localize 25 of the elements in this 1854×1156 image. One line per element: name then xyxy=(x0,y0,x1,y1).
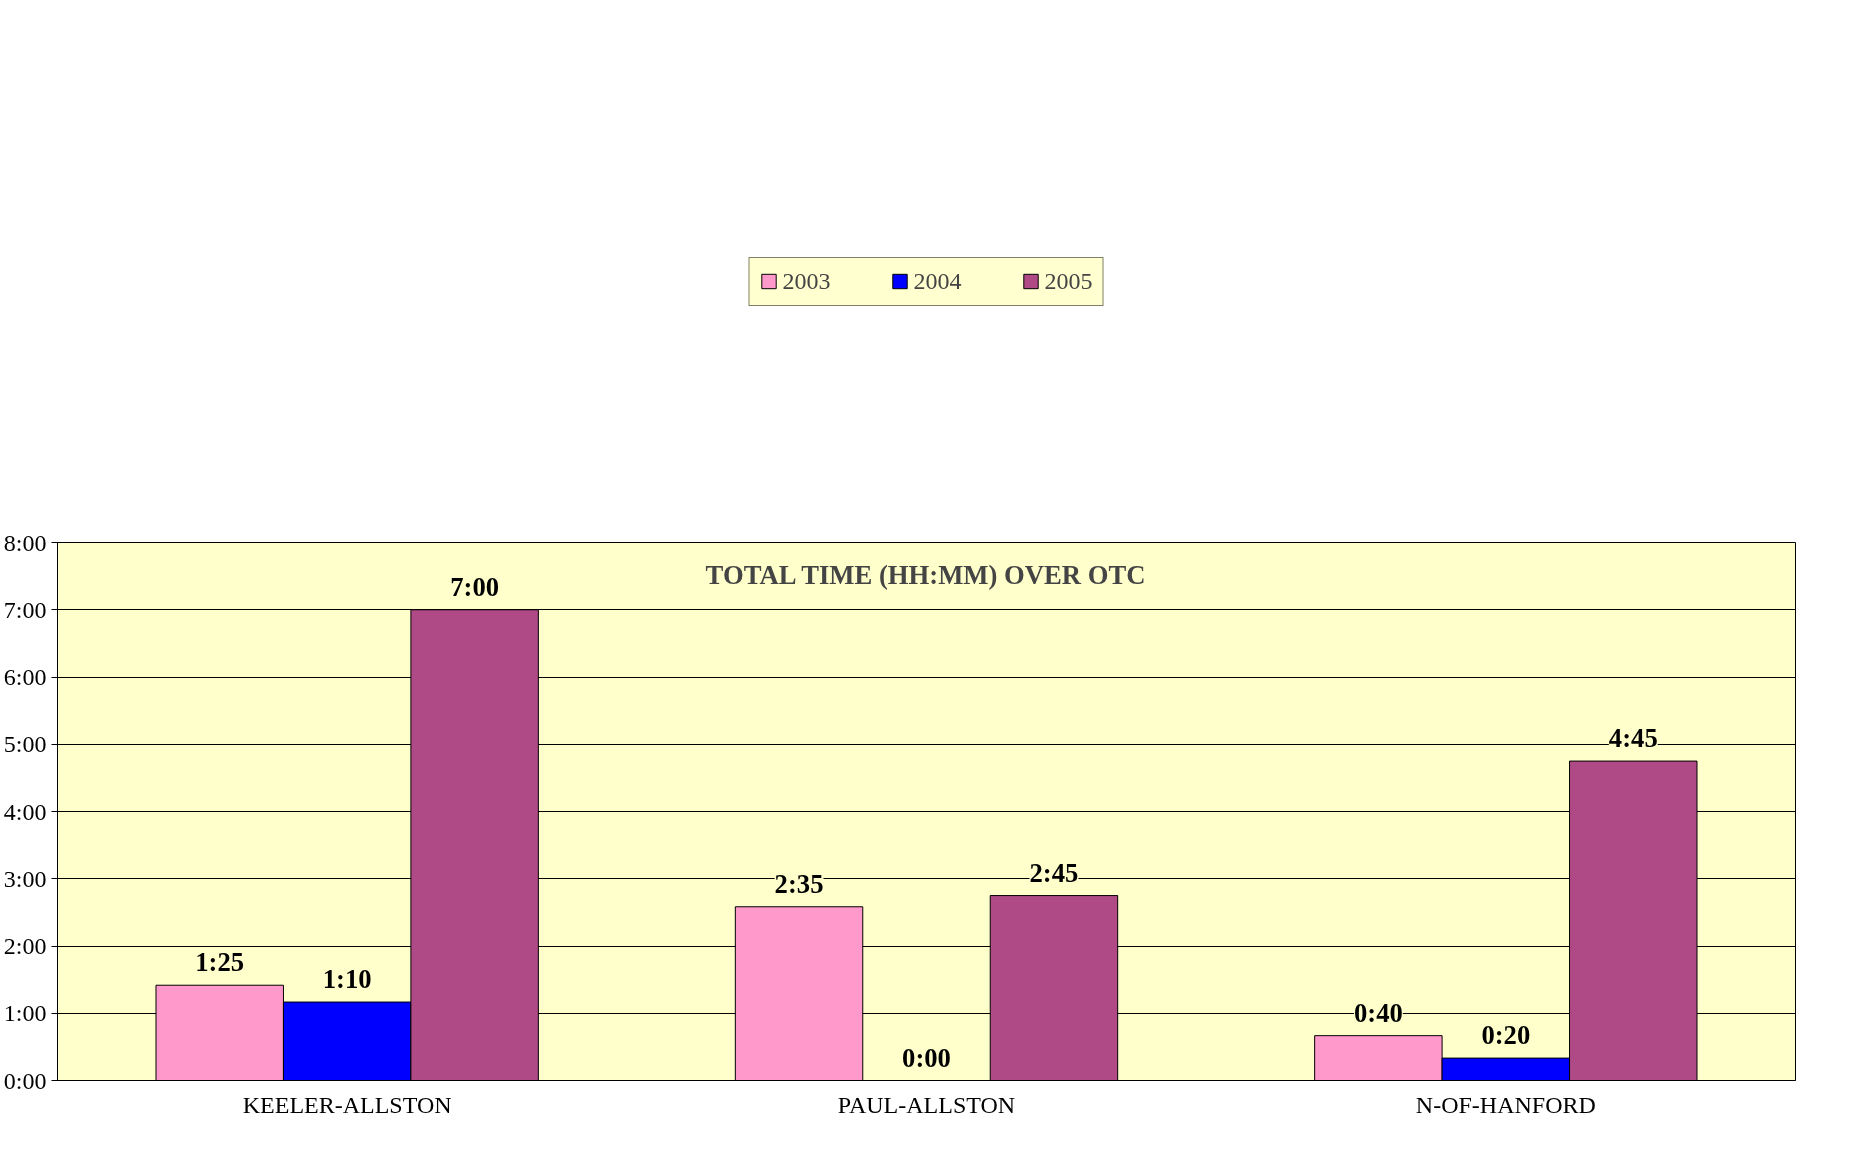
x-tick-label: PAUL-ALLSTON xyxy=(837,1091,1016,1118)
data-label: 1:10 xyxy=(322,964,372,995)
legend-label: 2005 xyxy=(1044,267,1093,295)
data-label: 1:25 xyxy=(195,947,245,978)
legend-label: 2004 xyxy=(913,267,962,295)
data-label: 2:35 xyxy=(774,868,824,899)
data-label: 7:00 xyxy=(450,571,500,602)
y-tick-label: 2:00 xyxy=(3,933,47,959)
y-tick-label: 4:00 xyxy=(3,798,47,825)
y-tick-label: 8:00 xyxy=(3,529,47,556)
text: TOTAL TIME (HH:MM) OVER OTC xyxy=(705,559,1146,590)
y-tick-label: 7:00 xyxy=(3,596,47,623)
data-label: 0:00 xyxy=(902,1042,951,1073)
y-tick-label: 5:00 xyxy=(3,731,47,758)
data-label: 4:45 xyxy=(1608,723,1658,754)
x-tick-label: N-OF-HANFORD xyxy=(1415,1091,1596,1118)
legend-label: 2003 xyxy=(782,267,831,295)
y-tick-label: 0:00 xyxy=(3,1067,47,1094)
y-tick-label: 3:00 xyxy=(3,865,47,892)
data-label: 0:40 xyxy=(1353,997,1403,1028)
x-tick-label: KEELER-ALLSTON xyxy=(242,1091,452,1118)
data-label: 2:45 xyxy=(1029,857,1079,888)
data-label: 0:20 xyxy=(1481,1020,1531,1051)
y-tick-label: 1:00 xyxy=(3,1000,47,1027)
y-tick-label: 6:00 xyxy=(3,664,47,690)
